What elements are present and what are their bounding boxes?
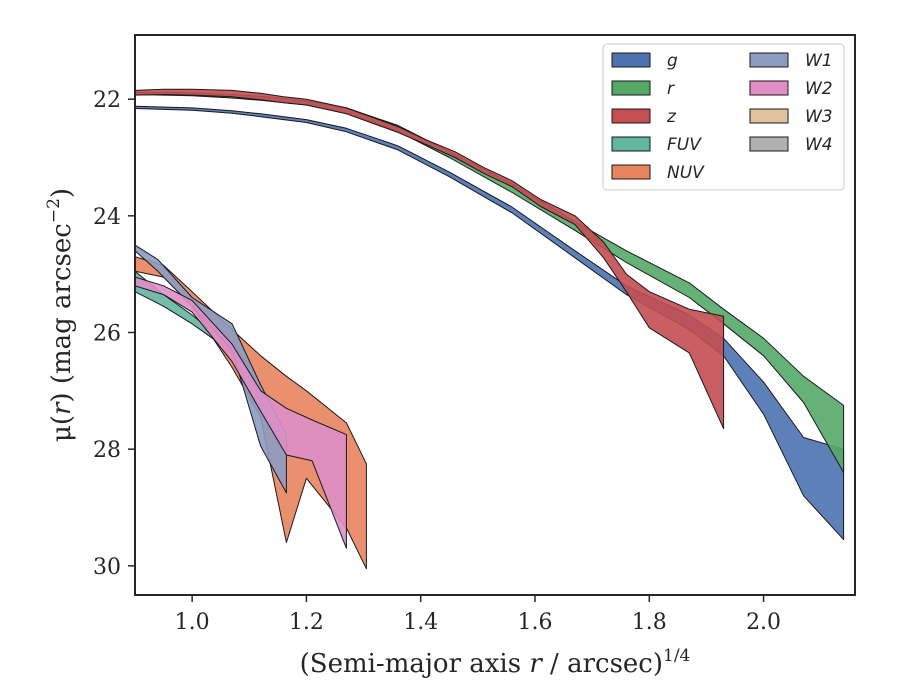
x-tick-label: 1.6 [518, 610, 553, 635]
x-axis-ticks: 1.0 1.2 1.4 1.6 1.8 2.0 [175, 595, 781, 635]
legend-swatch-w4 [749, 136, 789, 152]
y-tick-label: 30 [93, 555, 121, 580]
legend-swatch-w1 [749, 52, 789, 68]
x-tick-label: 1.0 [175, 610, 210, 635]
legend-swatch-z [611, 108, 651, 124]
x-tick-label: 1.2 [289, 610, 324, 635]
legend-label-w3: W3 [805, 107, 833, 127]
legend-swatch-w2 [749, 80, 789, 96]
y-tick-label: 22 [93, 88, 121, 113]
legend-label-r: r [667, 79, 675, 99]
y-tick-label: 24 [93, 205, 121, 230]
plot-frame [134, 34, 856, 596]
band-g [135, 105, 845, 541]
y-axis-ticks: 22 24 26 28 30 [93, 88, 135, 580]
legend-label-g: g [667, 51, 678, 71]
legend-swatch-w3 [749, 108, 789, 124]
legend-label-w1: W1 [805, 51, 833, 71]
legend-label-nuv: NUV [667, 163, 705, 183]
legend-label-w4: W4 [805, 135, 833, 155]
y-tick-label: 26 [93, 322, 121, 347]
legend-swatch-r [611, 80, 651, 96]
x-axis-label: (Semi-major axis r / arcsec)1/4 [300, 646, 691, 679]
legend-label-fuv: FUV [667, 135, 702, 155]
legend-label-w2: W2 [805, 79, 833, 99]
x-tick-label: 1.4 [403, 610, 438, 635]
legend-swatch-g [611, 52, 651, 68]
band-w1 [135, 244, 287, 494]
legend: grz FUV NUV W1 W2 W3 W4 [602, 43, 845, 191]
band-w2 [135, 276, 347, 549]
band-z [135, 88, 725, 430]
y-tick-label: 28 [93, 438, 121, 463]
x-tick-label: 1.8 [632, 610, 667, 635]
surface-brightness-bands [135, 88, 845, 570]
legend-swatch-fuv [611, 136, 651, 152]
y-axis-label: μ(r) (mag arcsec−2) [44, 188, 77, 442]
legend-swatch-nuv [611, 164, 651, 180]
legend-label-z: z [666, 107, 677, 127]
x-tick-label: 2.0 [746, 610, 781, 635]
